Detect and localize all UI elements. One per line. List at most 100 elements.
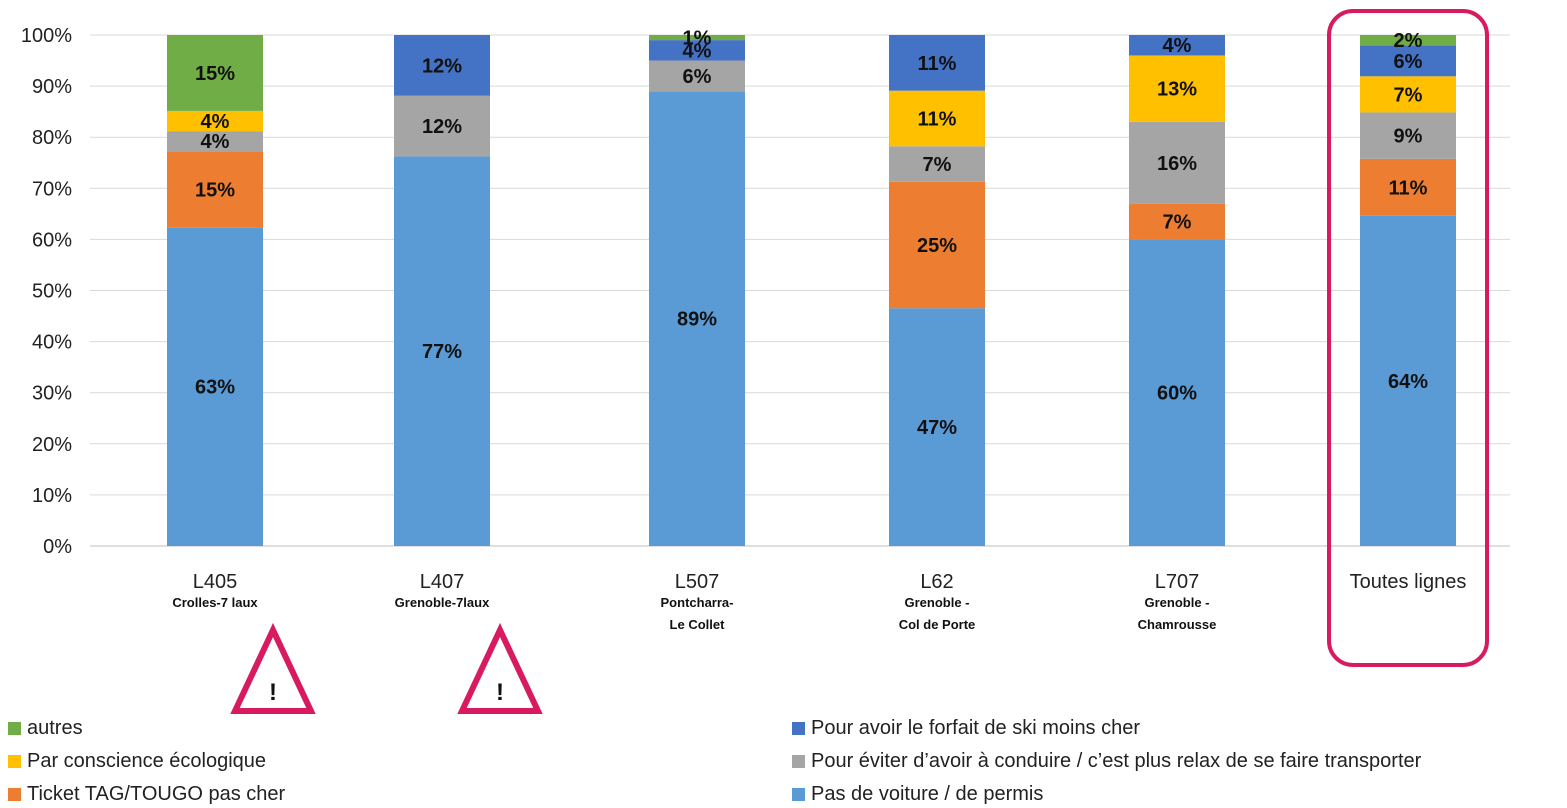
data-label: 60% — [1157, 383, 1197, 405]
bar-segment — [1360, 112, 1456, 159]
y-tick-label: 100% — [21, 25, 72, 47]
bar-segment — [649, 91, 745, 547]
category-sublabel: Le Collet — [670, 617, 726, 632]
bar-segment — [1129, 239, 1225, 546]
data-label: 11% — [918, 108, 957, 130]
bar-segment — [167, 131, 263, 152]
bar-segment — [889, 146, 985, 182]
highlight-box — [1327, 9, 1489, 667]
category-sublabel: Pontcharra- — [661, 595, 734, 610]
category-sublabel: Chamrousse — [1138, 617, 1217, 632]
data-label: 47% — [917, 417, 957, 439]
legend-item: autres — [8, 717, 83, 740]
data-label: 12% — [422, 116, 462, 138]
legend-label: Pas de voiture / de permis — [811, 783, 1044, 805]
bar-segment — [167, 151, 263, 228]
y-tick-label: 30% — [32, 383, 72, 405]
bar-segment — [889, 90, 985, 147]
y-tick-label: 60% — [32, 229, 72, 251]
category-label: L407 — [420, 571, 465, 593]
data-label: 7% — [1394, 84, 1423, 106]
data-label: 63% — [195, 377, 235, 399]
legend-swatch — [8, 755, 21, 768]
y-tick-label: 0% — [43, 536, 72, 558]
legend-item: Pour avoir le forfait de ski moins cher — [792, 717, 1140, 740]
data-label: 4% — [201, 111, 230, 133]
category-sublabel: Col de Porte — [899, 617, 976, 632]
bar-segment — [889, 181, 985, 309]
data-label: 16% — [1157, 153, 1197, 175]
data-label: 7% — [923, 154, 952, 176]
legend-label: Pour avoir le forfait de ski moins cher — [811, 717, 1141, 739]
legend-item: Pour éviter d’avoir à conduire / c’est p… — [792, 750, 1421, 773]
data-label: 77% — [422, 341, 462, 363]
legend-swatch — [792, 788, 805, 801]
legend-item: Par conscience écologique — [8, 750, 266, 773]
data-label: 11% — [1389, 177, 1428, 199]
warning-exclamation: ! — [496, 679, 504, 706]
category-sublabel: Grenoble - — [904, 595, 969, 610]
data-label: 1% — [683, 28, 712, 50]
data-label: 2% — [1394, 30, 1423, 52]
bar-segment — [167, 35, 263, 111]
bar-segment — [1129, 55, 1225, 122]
bar-segment — [889, 35, 985, 91]
bar-segment — [167, 110, 263, 132]
bar-segment — [1129, 121, 1225, 204]
legend-label: Par conscience écologique — [27, 750, 267, 772]
data-label: 9% — [1394, 126, 1423, 148]
warning-triangle-icon — [230, 622, 316, 714]
category-label: L62 — [920, 571, 953, 593]
data-label: 6% — [683, 66, 712, 88]
data-label: 11% — [918, 53, 957, 75]
data-label: 4% — [201, 131, 230, 153]
bar-segment — [1360, 158, 1456, 216]
data-label: 15% — [195, 179, 235, 201]
category-label: Toutes lignes — [1350, 571, 1467, 593]
data-label: 25% — [917, 235, 957, 257]
category-label: L507 — [675, 571, 720, 593]
y-tick-label: 20% — [32, 434, 72, 456]
bar-segment — [649, 60, 745, 92]
legend-item: Ticket TAG/TOUGO pas cher — [8, 783, 285, 806]
y-tick-label: 90% — [32, 76, 72, 98]
y-tick-label: 80% — [32, 127, 72, 149]
category-sublabel: Crolles-7 laux — [172, 595, 258, 610]
data-label: 15% — [195, 63, 235, 85]
bar-segment — [1360, 215, 1456, 547]
y-tick-label: 10% — [32, 485, 72, 507]
bar-segment — [1360, 76, 1456, 113]
warning-triangle-icon — [457, 622, 543, 714]
data-label: 7% — [1163, 212, 1192, 234]
bar-segment — [394, 95, 490, 157]
bar-segment — [649, 40, 745, 61]
y-tick-label: 50% — [32, 281, 72, 303]
data-label: 4% — [1163, 35, 1192, 57]
legend-swatch — [792, 755, 805, 768]
legend-item: Pas de voiture / de permis — [792, 783, 1043, 806]
bar-segment — [1129, 203, 1225, 240]
bar-segment — [1129, 35, 1225, 56]
category-sublabel: Grenoble-7laux — [395, 595, 490, 610]
legend-label: Pour éviter d’avoir à conduire / c’est p… — [811, 750, 1422, 772]
y-tick-label: 40% — [32, 332, 72, 354]
category-label: L707 — [1155, 571, 1200, 593]
data-label: 12% — [422, 55, 462, 77]
legend-swatch — [792, 722, 805, 735]
data-label: 4% — [683, 40, 712, 62]
y-tick-label: 70% — [32, 178, 72, 200]
data-label: 64% — [1388, 371, 1428, 393]
bar-segment — [167, 227, 263, 546]
bar-segment — [1360, 35, 1456, 46]
category-sublabel: Grenoble - — [1144, 595, 1209, 610]
legend-swatch — [8, 722, 21, 735]
bar-segment — [394, 156, 490, 547]
legend-swatch — [8, 788, 21, 801]
bar-segment — [1360, 45, 1456, 77]
data-label: 89% — [677, 309, 717, 331]
legend-label: Ticket TAG/TOUGO pas cher — [27, 783, 286, 805]
category-label: L405 — [193, 571, 238, 593]
legend-label: autres — [27, 717, 83, 739]
bar-segment — [889, 308, 985, 546]
